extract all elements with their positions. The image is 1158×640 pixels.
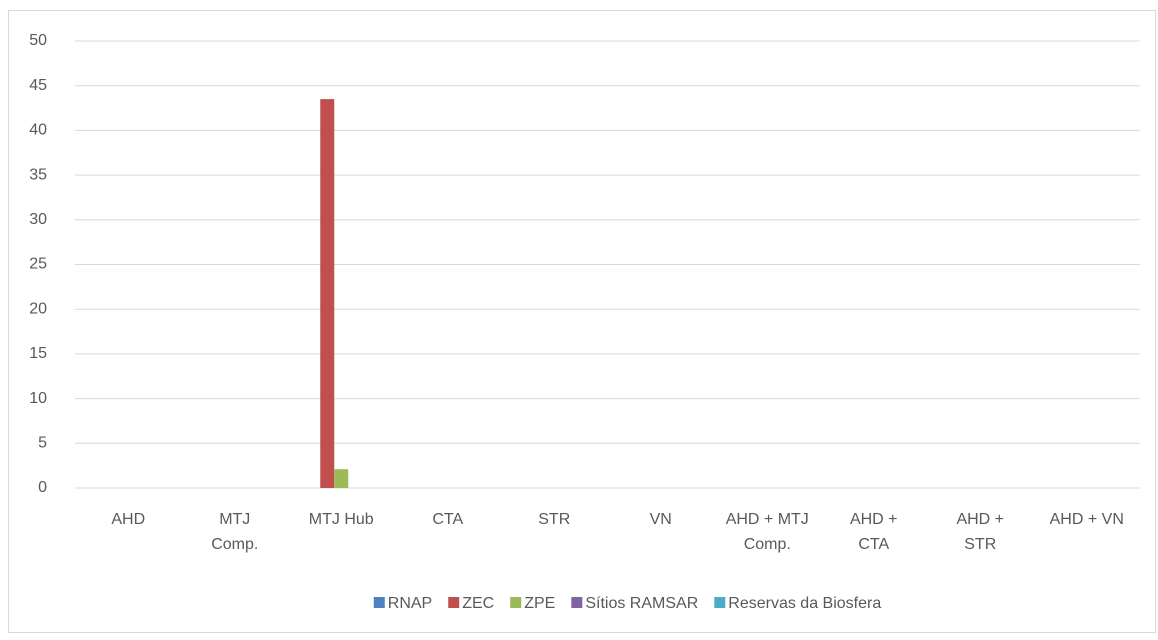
y-tick-label: 20 [29,300,47,317]
y-tick-label: 0 [38,479,47,496]
legend-label: Sítios RAMSAR [585,595,698,612]
x-tick-label: MTJ Comp. [211,511,258,553]
y-tick-label: 30 [29,211,47,228]
y-tick-label: 50 [29,32,47,49]
y-tick-label: 35 [29,166,47,183]
x-tick-label: STR [538,511,570,528]
bar [334,469,349,488]
y-tick-label: 15 [29,345,47,362]
legend-swatch [448,597,460,608]
x-tick-label: MTJ Hub [309,511,374,528]
x-tick-label: AHD [111,511,145,528]
legend-label: ZEC [462,595,494,612]
x-tick-label: VN [650,511,672,528]
y-tick-label: 10 [29,390,47,407]
x-tick-label: AHD + CTA [850,511,898,553]
y-tick-label: 45 [29,77,47,94]
x-tick-label: AHD + STR [956,511,1004,553]
chart-border [8,10,1156,633]
legend-label: RNAP [388,595,432,612]
legend-swatch [373,597,385,608]
x-tick-label: AHD + MTJ Comp. [726,511,809,553]
y-tick-label: 5 [38,435,47,452]
legend-label: ZPE [524,595,555,612]
legend-label: Reservas da Biosfera [728,595,881,612]
y-tick-label: 25 [29,256,47,273]
y-tick-label: 40 [29,122,47,139]
legend-swatch [714,597,726,608]
x-tick-label: CTA [432,511,463,528]
legend: RNAP ZEC ZPE Sítios RAMSAR Reservas da Biosf… [373,595,881,612]
legend-swatch [510,597,522,608]
x-tick-label: AHD + VN [1050,511,1124,528]
bar [320,99,335,489]
legend-swatch [571,597,583,608]
